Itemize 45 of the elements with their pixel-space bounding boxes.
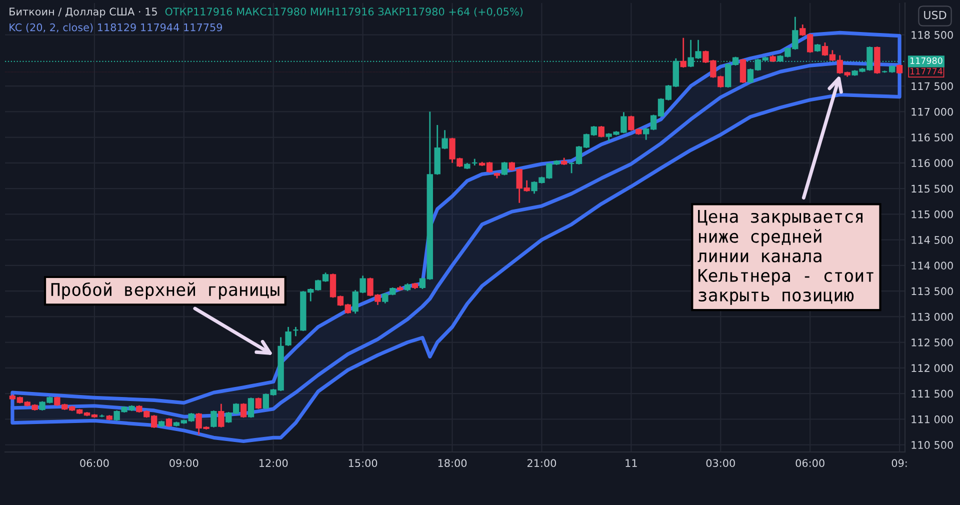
candlestick [740,58,746,84]
candlestick [501,161,508,176]
annotation: Пробой верхней границы [51,282,280,300]
x-tick-label: 18:00 [438,459,467,468]
x-tick-label: 21:00 [527,459,556,468]
y-tick-label: 115 500 [912,184,953,193]
x-tick-label: 06:00 [80,459,109,468]
y-tick-label: 112 000 [912,364,953,372]
text: KC (20, 2, close) 118129 117944 117759 [10,23,222,32]
ref-line-label: 117980 [910,57,942,64]
x-tick-label: 12:00 [259,459,288,468]
y-tick-label: 115 000 [912,210,953,218]
y-tick-label: 113 500 [912,287,953,296]
chart-title: Биткоин / Доллар США · 15 [10,8,157,18]
text: USD [924,10,946,20]
candlestick [285,326,292,347]
x-tick-label: 09: [892,459,907,468]
y-tick-label: 112 500 [912,338,953,346]
annotation: ОТКР117916 МАКС117980 МИН117916 ЗАКР117980 +64 (+0,05%) [165,8,523,17]
candlestick [210,410,217,428]
candlestick [255,396,262,410]
candlestick [680,37,686,68]
y-tick-label: 116 000 [912,159,953,168]
y-tick-label: 110 500 [912,441,953,449]
x-tick-label: 15:00 [348,459,378,468]
y-tick-label: 114 500 [912,236,953,244]
x-tick-label: 09:00 [170,459,198,468]
annotation: Цена закрывается ниже средней линии канала Кельтнера - стоит закрыть позицию [698,210,874,305]
y-tick-label: 117 000 [912,108,953,116]
y-tick-label: 118 500 [912,31,953,39]
ref-line-label: 117774 [910,68,942,74]
y-tick-label: 114 000 [912,262,953,270]
candlestick [568,162,575,174]
candlestick [240,402,247,418]
candlestick [248,396,254,418]
y-tick-label: 113 000 [912,312,953,321]
y-tick-label: 116 500 [912,134,953,142]
y-tick-label: 111 000 [912,415,953,424]
x-tick-label: 06:00 [796,459,824,468]
x-tick-label: 11 [626,459,637,467]
y-tick-label: 117 500 [912,82,953,90]
x-tick-label: 03:00 [706,459,735,468]
y-tick-label: 111 500 [912,390,953,398]
candlestick [598,125,604,138]
candlestick [218,403,224,428]
